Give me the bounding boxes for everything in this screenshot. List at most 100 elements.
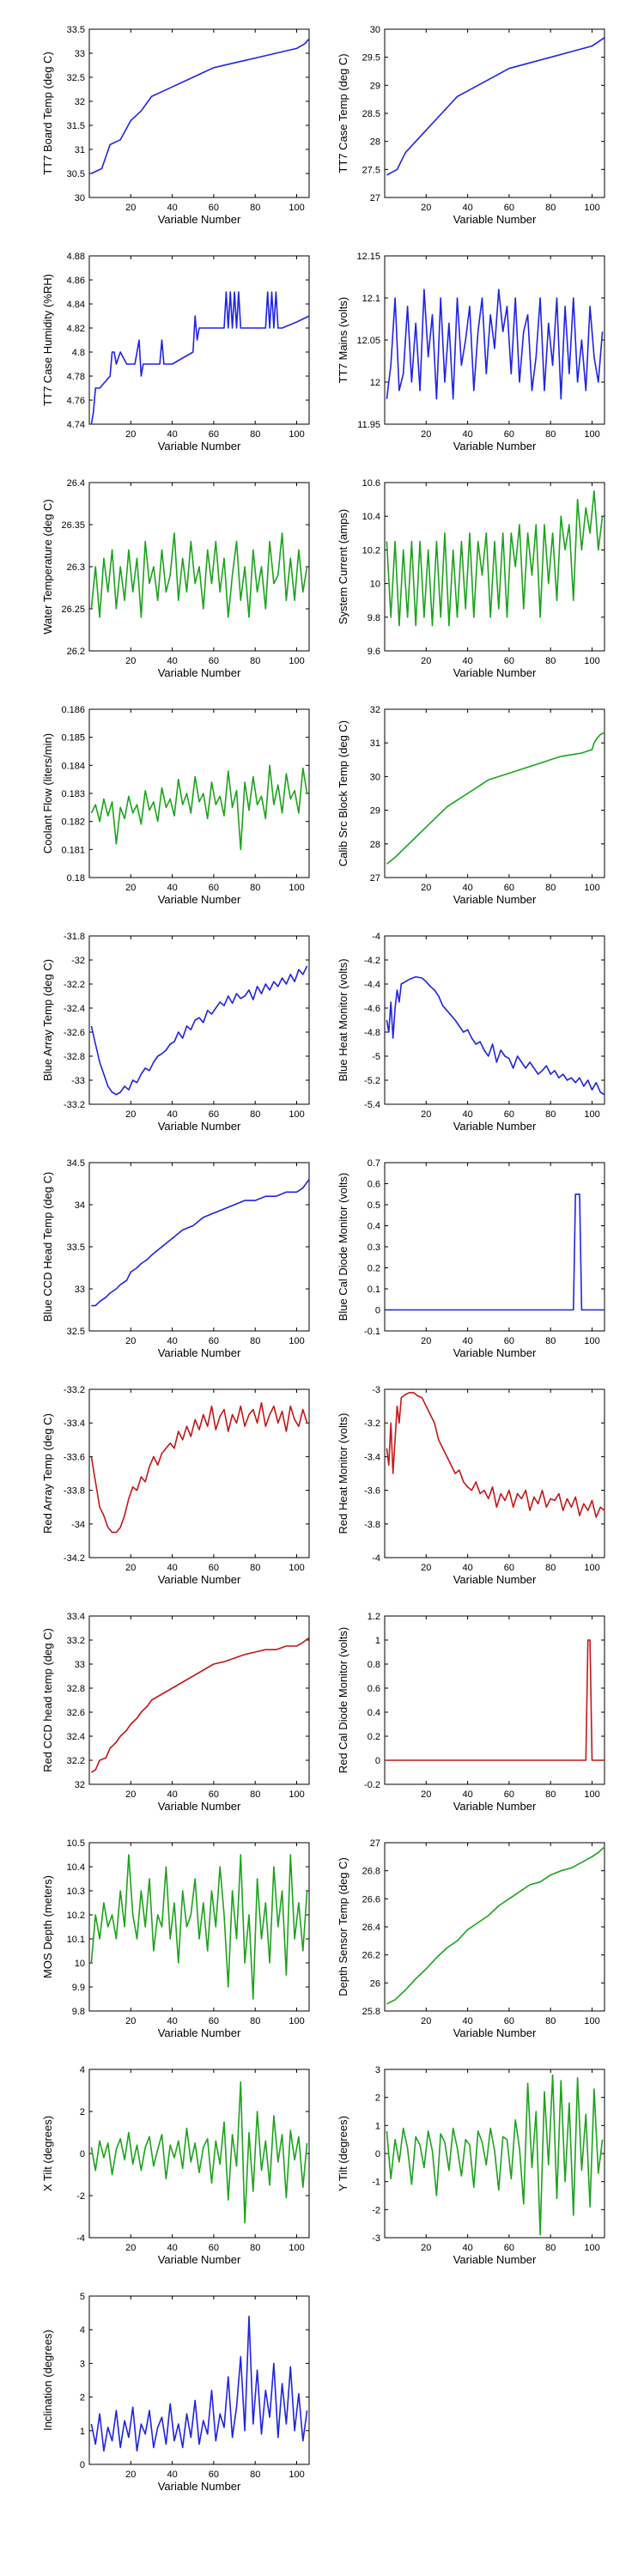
y-tick-label: 26 — [370, 1978, 380, 1989]
y-tick-label: 27.5 — [362, 165, 380, 175]
x-tick-label: 60 — [209, 883, 219, 893]
y-tick-label: 33 — [75, 1285, 85, 1295]
y-tick-label: 28.5 — [362, 109, 380, 119]
y-tick-label: 9.6 — [368, 647, 380, 657]
y-tick-label: 0 — [375, 2149, 380, 2160]
chart-panel-10: 20 40 60 80 100 -5.4 -5.2 -5 -4.8 -4.6 -4.4 -4.2 -4 V… — [337, 932, 605, 1133]
x-tick-label: 60 — [209, 1336, 219, 1346]
y-axis-label: Blue Heat Monitor (volts) — [337, 958, 349, 1081]
plot-frame — [88, 2069, 310, 2239]
series-line — [90, 1637, 310, 1773]
x-tick-label: 60 — [504, 1109, 514, 1120]
y-axis-label: Depth Sensor Temp (deg C) — [337, 1857, 349, 1996]
x-tick-label: 80 — [250, 656, 260, 666]
plot-frame — [88, 935, 310, 1105]
y-tick-label: 27 — [370, 193, 380, 204]
x-tick-label: 60 — [504, 2016, 514, 2026]
x-tick-label: 60 — [209, 1109, 219, 1120]
y-tick-label: 0.184 — [61, 761, 85, 771]
y-tick-label: -4.8 — [364, 1028, 380, 1038]
x-axis-label: Variable Number — [158, 213, 241, 226]
y-tick-label: 28 — [370, 840, 380, 850]
y-tick-label: 33.4 — [67, 1612, 85, 1622]
plot-frame — [88, 255, 310, 425]
y-tick-label: 0.4 — [368, 1222, 380, 1232]
y-tick-label: -34 — [71, 1520, 85, 1530]
chart-panel-6: 20 40 60 80 100 9.6 9.8 10 10.2 10.4 10.6 Variable … — [337, 478, 605, 679]
x-tick-label: 100 — [584, 1336, 599, 1346]
x-tick-label: 100 — [289, 1563, 304, 1573]
x-tick-label: 80 — [250, 1563, 260, 1573]
x-tick-label: 100 — [584, 1109, 599, 1120]
y-tick-label: 4.78 — [67, 372, 85, 382]
y-axis-label: TT7 Board Temp (deg C) — [41, 52, 54, 175]
x-tick-label: 20 — [125, 2243, 136, 2253]
plot-frame — [384, 708, 605, 878]
y-tick-label: 30 — [75, 193, 85, 204]
y-tick-label: 0.5 — [368, 1200, 380, 1211]
x-tick-label: 40 — [462, 1789, 472, 1800]
y-axis-label: Red Array Temp (deg C) — [41, 1413, 54, 1534]
y-axis-label: Blue Array Temp (deg C) — [41, 959, 54, 1081]
series-line — [386, 1639, 605, 1761]
y-tick-label: -3.6 — [364, 1486, 380, 1497]
chart-panel-19: 20 40 60 80 100 -4 -2 0 2 4 Variable Number X Tilt … — [41, 2065, 310, 2266]
y-tick-label: -4 — [76, 2233, 85, 2244]
y-tick-label: -33.4 — [64, 1419, 85, 1429]
plot-frame — [384, 935, 605, 1105]
y-tick-label: 10.5 — [67, 1838, 85, 1849]
y-tick-label: 12 — [370, 378, 380, 388]
y-tick-label: 2 — [80, 2393, 85, 2403]
x-tick-label: 40 — [462, 203, 472, 213]
y-tick-label: 0.183 — [61, 789, 85, 799]
y-tick-label: 32.5 — [67, 1327, 85, 1337]
series-line — [90, 532, 308, 618]
series-line — [91, 38, 310, 174]
x-tick-label: 60 — [504, 1789, 514, 1800]
series-line — [386, 1392, 605, 1518]
y-tick-label: 4 — [80, 2065, 85, 2075]
x-tick-label: 80 — [545, 656, 556, 666]
x-tick-label: 40 — [462, 1563, 472, 1573]
y-axis-label: Red Cal Diode Monitor (volts) — [337, 1627, 349, 1774]
x-tick-label: 20 — [125, 1336, 136, 1346]
x-axis-label: Variable Number — [453, 2026, 537, 2039]
y-axis-label: Coolant Flow (liters/min) — [41, 733, 54, 854]
x-tick-label: 80 — [250, 1336, 260, 1346]
chart-panel-5: 20 40 60 80 100 26.2 26.25 26.3 26.35 26.4 Variabl… — [41, 478, 310, 679]
chart-panel-3: 20 40 60 80 100 4.74 4.76 4.78 4.8 4.82 4.84 4.86 4.… — [41, 252, 310, 453]
x-tick-label: 20 — [421, 1789, 431, 1800]
x-tick-label: 40 — [167, 2470, 177, 2480]
x-tick-label: 20 — [125, 2470, 136, 2480]
y-tick-label: 28 — [370, 137, 380, 148]
y-tick-label: 10.4 — [67, 1862, 85, 1873]
y-axis-label: Red CCD head temp (deg C) — [41, 1628, 54, 1772]
x-tick-label: 100 — [584, 429, 599, 440]
y-tick-label: -3 — [372, 2233, 380, 2244]
y-tick-label: 0 — [375, 1306, 380, 1316]
y-tick-label: -4.6 — [364, 1004, 380, 1014]
x-tick-label: 60 — [504, 883, 514, 893]
x-tick-label: 40 — [462, 1109, 472, 1120]
x-tick-label: 20 — [421, 656, 431, 666]
chart-panel-4: 20 40 60 80 100 11.95 12 12.05 12.1 12.15 Variable… — [337, 252, 605, 453]
y-tick-label: -3.2 — [364, 1419, 380, 1429]
y-tick-label: -1 — [372, 2178, 380, 2188]
plot-frame — [384, 482, 605, 652]
x-tick-label: 40 — [167, 1336, 177, 1346]
chart-panel-16: 20 40 60 80 100 -0.2 0 0.2 0.4 0.6 0.8 1 1.2 Variable… — [337, 1612, 605, 1813]
y-tick-label: -5 — [372, 1052, 380, 1062]
y-axis-label: Inclination (degrees) — [41, 2330, 54, 2431]
y-tick-label: -33 — [71, 1076, 85, 1086]
y-tick-label: 27 — [370, 1838, 380, 1849]
x-tick-label: 100 — [289, 656, 304, 666]
x-tick-label: 60 — [209, 2243, 219, 2253]
series-line — [91, 1179, 310, 1307]
x-tick-label: 20 — [125, 1109, 136, 1120]
x-tick-label: 20 — [421, 2243, 431, 2253]
y-tick-label: 9.9 — [72, 1983, 85, 1993]
y-tick-label: 33.2 — [67, 1636, 85, 1646]
y-tick-label: 5 — [80, 2292, 85, 2302]
x-tick-label: 80 — [545, 1563, 556, 1573]
